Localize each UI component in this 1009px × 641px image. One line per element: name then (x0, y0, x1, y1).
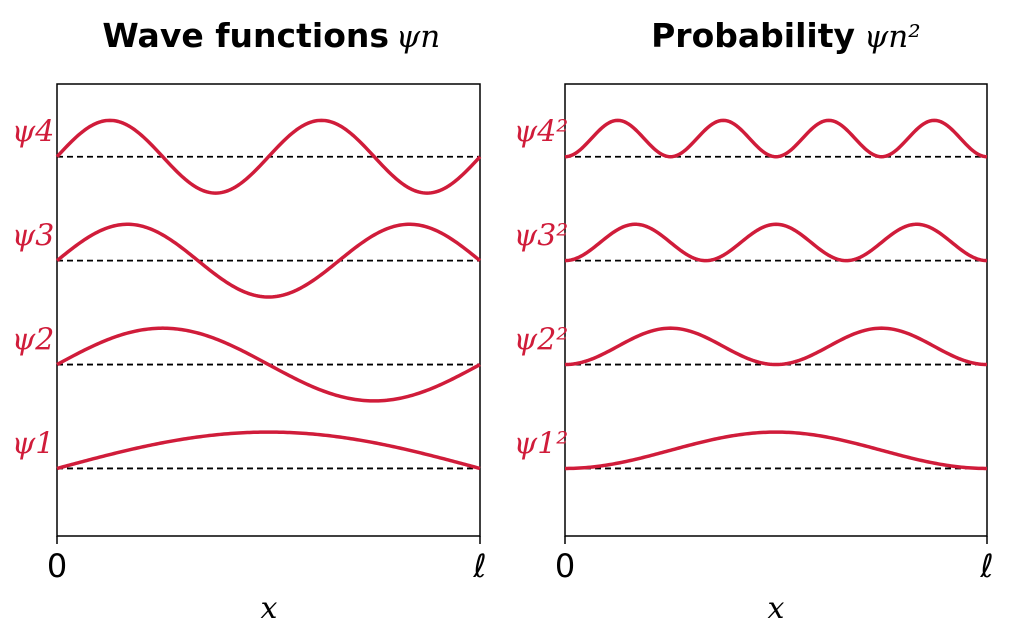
x-axis-label: x (768, 591, 785, 626)
series-label-2: ψ2 (12, 323, 55, 358)
curve-layer (564, 118, 988, 471)
series-line-3 (564, 222, 988, 263)
probability-chart: Probability ψn² ψ1² ψ2² ψ3² ψ4² 0 ℓ x (514, 16, 994, 626)
x-tick-label: 0 (555, 547, 575, 585)
series-label-3: ψ3² (514, 219, 569, 254)
series-line-2 (564, 326, 988, 367)
x-tick-label: 0 (47, 547, 67, 585)
series-label-3: ψ3 (12, 219, 55, 254)
series-line-2 (56, 326, 481, 403)
series-label-1: ψ1 (12, 426, 55, 461)
series-line-4 (564, 118, 988, 159)
series-label-1: ψ1² (514, 426, 569, 461)
chart-title-math: ψn (396, 19, 440, 55)
plot-frame (564, 83, 988, 537)
wave-functions-chart: Wave functions ψn ψ1 ψ2 ψ3 ψ4 0 ℓ x (12, 16, 487, 626)
x-tick-label: ℓ (979, 547, 993, 585)
series-line-1 (564, 430, 988, 471)
x-tick-label: ℓ (472, 547, 486, 585)
chart-title-math: ψn² (864, 19, 921, 55)
series-label-2: ψ2² (514, 323, 569, 358)
curve-layer (55, 118, 482, 471)
series-label-4: ψ4 (12, 115, 55, 150)
chart-title: Wave functions (102, 16, 389, 55)
series-line-3 (55, 222, 482, 299)
series-label-4: ψ4² (514, 115, 569, 150)
series-line-4 (55, 118, 482, 195)
x-axis-label: x (261, 591, 278, 626)
series-line-1 (56, 430, 481, 471)
series-label-layer: ψ1² ψ2² ψ3² ψ4² (514, 115, 569, 462)
series-label-layer: ψ1 ψ2 ψ3 ψ4 (12, 115, 55, 462)
chart-title: Probability (651, 16, 855, 55)
plot-frame (56, 83, 481, 537)
